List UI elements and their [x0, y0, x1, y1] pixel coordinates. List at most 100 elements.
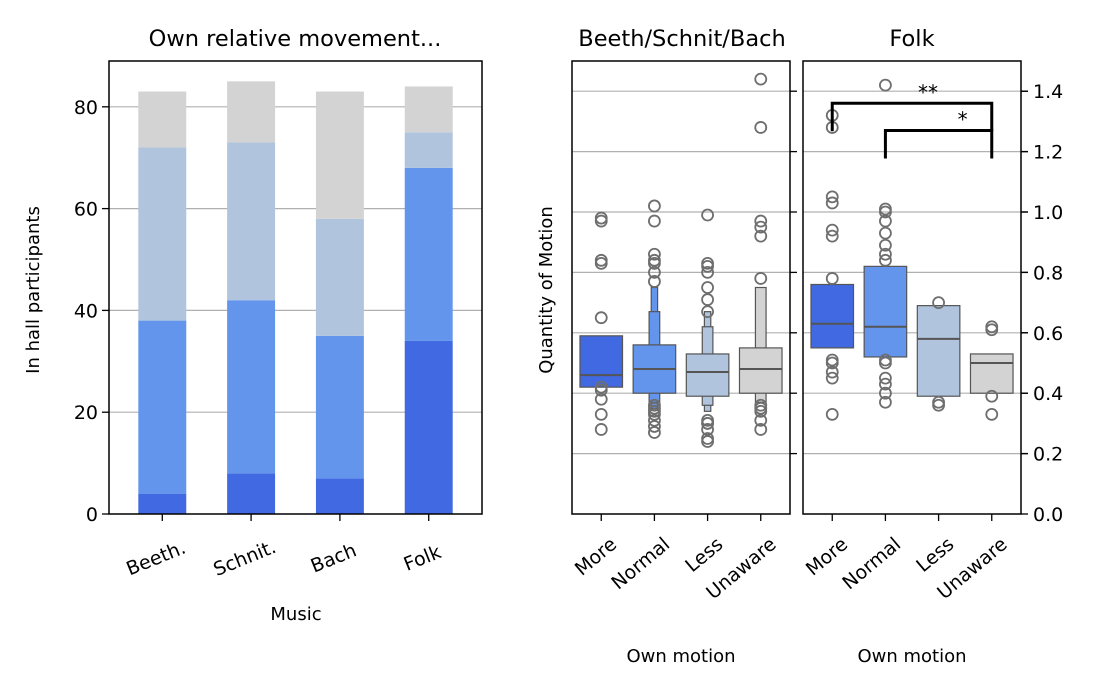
p2-outlier-more-2 — [594, 407, 608, 421]
left-x-tick-label-schnit: Schnit. — [210, 536, 279, 581]
p3-outlier-normal-6 — [879, 353, 892, 367]
p2-outlier-less-12 — [701, 256, 714, 270]
left-x-label: Music — [270, 604, 321, 625]
p3-outlier-normal-13 — [879, 202, 892, 216]
p3-outlier-more-3 — [825, 365, 839, 379]
p2-outlier-more-6 — [594, 311, 608, 325]
right-axes-frame — [802, 60, 1022, 515]
p3-outlier-normal-14 — [879, 78, 892, 92]
significance-label-1: ** — [918, 80, 938, 104]
p3-y-tick-label-1: 1.0 — [1033, 202, 1063, 224]
p3-x-tick-label-normal: Normal — [838, 533, 905, 594]
p2-box-more-level-1 — [579, 335, 624, 388]
left-x-ticks: Beeth. Schnit. Bach Folk — [123, 514, 444, 581]
p3-y-tick-label-1.2: 1.2 — [1033, 142, 1063, 164]
p2-outlier-normal-8 — [648, 275, 661, 288]
bar-folk-segment-2 — [404, 167, 453, 341]
p2-outlier-unaware-8 — [754, 220, 768, 234]
p2-outlier-normal-12 — [648, 247, 661, 261]
p2-outlier-normal-2 — [648, 420, 661, 433]
p3-outlier-unaware-2 — [985, 389, 999, 403]
p2-outlier-less-6 — [701, 413, 714, 427]
significance-bracket-2 — [883, 128, 994, 159]
p3-y-tick-label-0.8: 0.8 — [1033, 262, 1063, 284]
right-title: Folk — [889, 26, 934, 52]
p3-outlier-normal-7 — [879, 253, 892, 267]
p3-outlier-normal-2 — [879, 386, 892, 400]
p3-y-tick-label-0: 0.0 — [1033, 504, 1063, 526]
p2-outlier-more-10 — [594, 211, 608, 225]
p3-y-tick-label-0.2: 0.2 — [1033, 444, 1063, 466]
left-y-tick-label-20: 20 — [74, 402, 98, 424]
p2-outlier-normal-1 — [648, 426, 661, 439]
left-y-label: In hall participants — [23, 206, 44, 374]
left-y-tick-label-40: 40 — [74, 300, 98, 322]
p2-outlier-less-8 — [701, 293, 714, 306]
p3-outlier-more-2 — [825, 371, 839, 385]
p2-outlier-less-13 — [701, 208, 714, 222]
right-gridlines — [803, 90, 1021, 455]
p2-outlier-normal-7 — [648, 398, 661, 412]
p2-outlier-normal-13 — [648, 214, 661, 228]
p3-outlier-more-6 — [825, 272, 839, 285]
bar-schnit-segment-1 — [227, 473, 276, 514]
p3-outlier-more-1 — [825, 407, 839, 421]
bar-schnit-segment-2 — [227, 300, 276, 474]
bar-bach-segment-2 — [315, 335, 364, 479]
p3-outlier-normal-11 — [879, 214, 892, 228]
right-boxen — [810, 78, 1014, 421]
left-title: Own relative movement... — [149, 26, 442, 52]
left-y-tick-label-0: 0 — [86, 504, 98, 526]
p2-outlier-more-3 — [594, 392, 608, 406]
p2-outlier-more-1 — [594, 423, 608, 436]
p3-box-less-level-1 — [916, 305, 961, 397]
left-y-tick-label-80: 80 — [74, 97, 98, 119]
p2-outlier-less-7 — [701, 305, 714, 319]
p3-outlier-normal-1 — [879, 395, 892, 409]
p3-outlier-normal-3 — [879, 377, 892, 391]
p3-outlier-unaware-1 — [985, 407, 999, 421]
p3-y-tick-label-0.4: 0.4 — [1033, 383, 1063, 405]
p3-y-tick-label-0.6: 0.6 — [1033, 323, 1063, 345]
p3-outlier-more-10 — [825, 190, 839, 204]
bar-bach-segment-1 — [315, 478, 364, 514]
middle-x-label: Own motion — [626, 646, 735, 667]
significance-bracket-1 — [830, 101, 994, 132]
p2-outlier-unaware-1 — [754, 423, 768, 436]
p2-outlier-unaware-5 — [754, 398, 768, 412]
bar-schnit-segment-4 — [227, 81, 276, 143]
bar-folk-segment-1 — [404, 340, 453, 514]
left-x-tick-label-bach: Bach — [308, 539, 360, 577]
p2-outlier-normal-3 — [648, 413, 661, 427]
p3-outlier-more-5 — [825, 353, 839, 367]
middle-title: Beeth/Schnit/Bach — [578, 26, 785, 52]
middle-axes-frame — [571, 60, 791, 515]
p2-outlier-more-5 — [594, 380, 608, 394]
p2-outlier-unaware-7 — [754, 229, 768, 243]
p3-outlier-less-3 — [932, 296, 945, 310]
p3-outlier-less-2 — [932, 395, 945, 409]
p3-box-more-level-1 — [810, 283, 855, 349]
p2-box-unaware-level-1 — [738, 347, 783, 394]
bar-beeth-segment-2 — [138, 320, 187, 494]
bar-folk-segment-4 — [404, 86, 453, 133]
bar-folk-segment-3 — [404, 132, 453, 168]
p2-outlier-unaware-2 — [754, 413, 768, 427]
bar-bach-segment-3 — [315, 218, 364, 336]
left-axes-frame — [108, 60, 483, 515]
p2-outlier-less-2 — [701, 432, 714, 445]
p3-outlier-more-8 — [825, 223, 839, 237]
left-stacked-bars — [138, 81, 453, 514]
p2-x-tick-label-normal: Normal — [607, 533, 674, 594]
p2-outlier-normal-9 — [648, 265, 661, 279]
p2-outlier-less-10 — [701, 265, 714, 279]
p2-outlier-unaware-10 — [754, 121, 768, 134]
middle-boxen — [579, 72, 783, 448]
p3-x-tick-label-less: Less — [912, 533, 958, 577]
significance-label-2: * — [958, 107, 968, 131]
p3-outlier-more-7 — [825, 229, 839, 243]
p2-outlier-unaware-9 — [754, 214, 768, 228]
p2-outlier-normal-11 — [648, 253, 661, 267]
bar-beeth-segment-3 — [138, 147, 187, 321]
